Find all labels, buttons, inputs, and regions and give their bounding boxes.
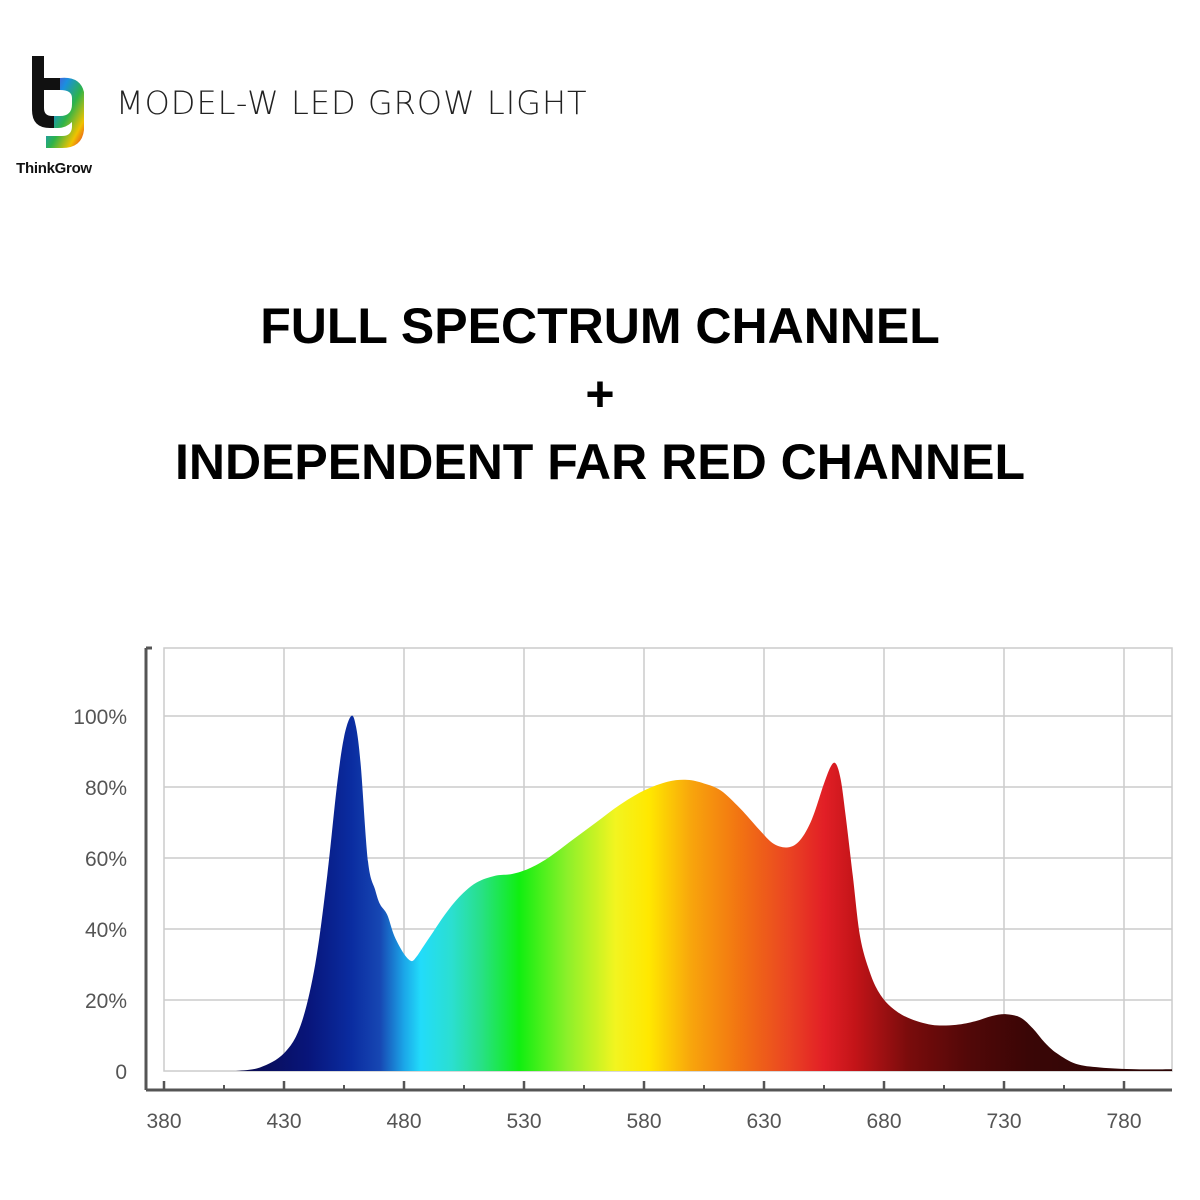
y-tick-label: 80%	[85, 777, 127, 800]
x-tick-label: 630	[746, 1110, 781, 1133]
headline-line-1: FULL SPECTRUM CHANNEL	[260, 298, 940, 354]
headline-line-3: INDEPENDENT FAR RED CHANNEL	[174, 434, 1026, 490]
x-tick-label: 680	[866, 1110, 901, 1133]
spectrum-chart: 380 430 480 530 580 630 680 730 780 0 20% 40% 60% 80%…	[73, 646, 1173, 1133]
x-tick-label: 730	[986, 1110, 1021, 1133]
model-title: MODEL-W LED GROW LIGHT	[116, 84, 588, 122]
x-tick-label: 380	[146, 1110, 181, 1133]
headline: FULL SPECTRUM CHANNEL + INDEPENDENT FAR …	[0, 292, 1200, 496]
y-tick-label: 100%	[73, 706, 127, 729]
y-tick-label: 40%	[85, 919, 127, 942]
tick-labels: 380 430 480 530 580 630 680 730 780 0 20% 40% 60% 80%…	[73, 706, 1141, 1133]
spectrum-area	[236, 715, 1172, 1071]
x-tick-label: 580	[626, 1110, 661, 1133]
y-tick-label: 60%	[85, 848, 127, 871]
x-tick-label: 430	[266, 1110, 301, 1133]
thinkgrow-logo-icon	[32, 56, 84, 148]
axes	[144, 646, 1172, 1092]
y-tick-label: 0	[115, 1061, 127, 1084]
spectrum-area-layer	[236, 715, 1172, 1071]
headline-line-2: +	[585, 366, 615, 422]
brand-logo: ThinkGrow	[8, 52, 100, 182]
x-tick-label: 480	[386, 1110, 421, 1133]
y-tick-label: 20%	[85, 990, 127, 1013]
x-tick-label: 530	[506, 1110, 541, 1133]
x-tick-label: 780	[1106, 1110, 1141, 1133]
brand-name: ThinkGrow	[16, 160, 92, 177]
